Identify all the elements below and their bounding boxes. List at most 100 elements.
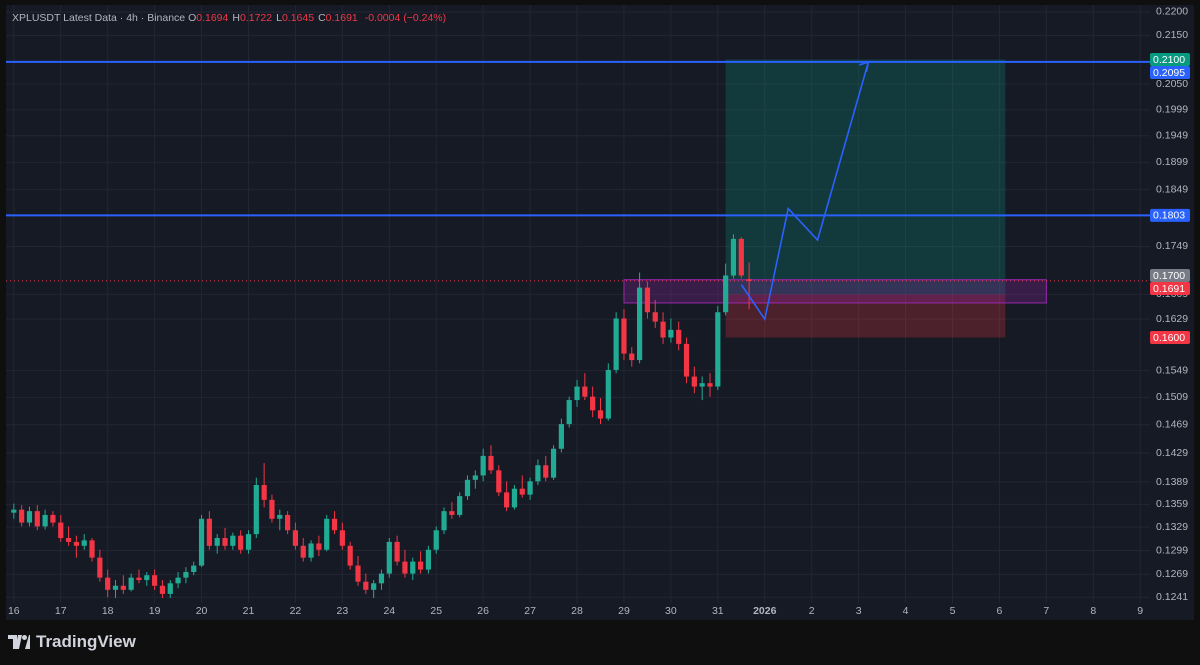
body <box>269 499 275 519</box>
y-tick-label: 0.1999 <box>1156 104 1188 116</box>
body <box>300 545 306 558</box>
body <box>89 540 95 558</box>
price-label: 0.1600 <box>1153 332 1185 344</box>
header: XPLUSDT Latest Data · 4h · Binance O0.16… <box>12 12 450 24</box>
body <box>238 535 244 550</box>
body <box>410 561 416 574</box>
body <box>668 329 674 338</box>
body <box>34 511 40 527</box>
price-label: 0.1803 <box>1153 210 1185 222</box>
body <box>308 543 314 558</box>
body <box>152 575 158 586</box>
x-tick-label: 3 <box>856 605 862 617</box>
body <box>691 376 697 387</box>
ohlc-key: O <box>188 12 197 24</box>
body <box>402 561 408 574</box>
y-tick-label: 0.1469 <box>1156 419 1188 431</box>
y-tick-label: 0.2200 <box>1156 6 1188 18</box>
body <box>355 565 361 582</box>
body <box>26 511 33 523</box>
x-tick-label: 18 <box>102 605 114 617</box>
price-label-box <box>1150 282 1190 296</box>
y-tick-label: 0.1509 <box>1156 391 1188 403</box>
body <box>97 557 103 578</box>
body <box>441 511 447 531</box>
x-tick-label: 5 <box>950 605 956 617</box>
y-tick-label: 0.1549 <box>1156 364 1188 376</box>
body <box>574 386 580 401</box>
symbol: XPLUSDT Latest Data · 4h · Binance <box>12 12 186 24</box>
body <box>331 518 338 531</box>
x-tick-label: 26 <box>477 605 489 617</box>
price-label-box <box>1150 330 1190 344</box>
body <box>191 565 197 572</box>
body <box>629 353 635 361</box>
ohlc-value: 0.1691 <box>325 12 358 24</box>
ohlc-value: 0.1722 <box>239 12 273 24</box>
body <box>566 400 572 425</box>
brand: TradingView <box>8 632 136 652</box>
body <box>316 543 322 550</box>
body <box>120 585 126 590</box>
target-zone <box>725 59 1006 295</box>
body <box>378 573 385 584</box>
price-label-box <box>1150 66 1190 80</box>
y-tick-label: 0.1629 <box>1156 313 1188 325</box>
time-axis <box>6 603 1150 620</box>
body <box>347 545 353 566</box>
price-label: 0.1700 <box>1153 270 1185 282</box>
ohlc: O0.1694 H0.1722 L0.1645 C0.1691 <box>188 12 362 24</box>
body <box>464 479 471 497</box>
brand-logo <box>8 635 30 649</box>
body <box>652 312 658 322</box>
ohlc-key: H <box>232 12 240 24</box>
body <box>285 514 291 531</box>
body <box>425 549 431 570</box>
x-tick-label: 21 <box>243 605 255 617</box>
x-tick-label: 8 <box>1090 605 1096 617</box>
body <box>511 488 518 508</box>
price-label-box <box>1150 269 1190 283</box>
y-tick-label: 0.1389 <box>1156 476 1188 488</box>
x-tick-label: 25 <box>430 605 442 617</box>
x-tick-label: 31 <box>712 605 724 617</box>
price-label-box <box>1150 53 1190 67</box>
x-tick-label: 24 <box>383 605 395 617</box>
body <box>144 575 150 581</box>
y-tick-label: 0.2050 <box>1156 78 1188 90</box>
body <box>707 383 713 387</box>
y-tick-label: 0.1429 <box>1156 447 1188 459</box>
body <box>105 577 111 590</box>
x-tick-label: 20 <box>196 605 208 617</box>
x-tick-label: 30 <box>665 605 677 617</box>
x-tick-label: 7 <box>1043 605 1049 617</box>
body <box>519 488 525 495</box>
body <box>261 484 267 500</box>
body <box>558 424 564 449</box>
x-tick-label: 28 <box>571 605 583 617</box>
x-tick-label: 23 <box>337 605 349 617</box>
body <box>449 511 455 515</box>
body <box>746 279 752 281</box>
body <box>480 455 486 476</box>
body <box>597 410 604 419</box>
body <box>230 535 236 546</box>
body <box>386 541 392 574</box>
overlay <box>740 60 870 322</box>
body <box>136 577 142 581</box>
x-tick-label: 17 <box>55 605 67 617</box>
body <box>245 534 252 550</box>
body <box>42 514 48 527</box>
drawings <box>6 59 1150 338</box>
body <box>504 492 510 508</box>
body <box>206 518 212 546</box>
body <box>128 577 134 590</box>
forecast-path <box>740 61 870 322</box>
body <box>715 312 721 387</box>
grid <box>6 5 1150 603</box>
body <box>198 518 205 566</box>
body <box>605 369 611 419</box>
body <box>417 561 424 570</box>
stop-zone <box>725 294 1006 338</box>
